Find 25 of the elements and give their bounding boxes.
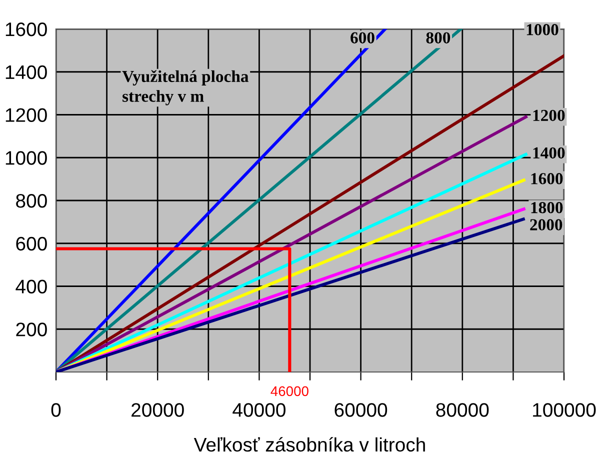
x-tick-label: 60000 [334,403,388,417]
x-tick-label: 80000 [436,403,489,417]
series-label: 1400 [533,147,565,159]
y-tick-label: 200 [16,322,47,336]
series-label: 1200 [533,110,565,122]
series-label: 600 [350,32,374,44]
series-label: 1000 [526,24,558,36]
y-tick-label: 1600 [6,22,47,36]
annotation: Využitelná plocha strechy v m [122,70,249,106]
y-tick-label: 800 [16,194,47,208]
y-tick-label: 1200 [6,108,47,122]
x-tick-label: 40000 [232,403,286,417]
series-label: 1600 [531,173,563,184]
series-label: 1800 [531,202,563,214]
y-tick-label: 1000 [6,151,47,165]
x-tick-label: 100000 [533,403,596,417]
x-tick-label: 0 [51,403,61,417]
x-tick-label: 20000 [132,403,184,417]
y-tick-label: 400 [16,280,47,294]
series-label: 800 [426,32,450,44]
y-tick-label: 1400 [6,65,47,80]
series-label: 2000 [530,219,562,230]
annotation: 46000 [270,386,308,396]
y-tick-label: 600 [16,236,47,251]
x-axis-title: Veľkosť zásobníka v litroch [194,437,425,452]
